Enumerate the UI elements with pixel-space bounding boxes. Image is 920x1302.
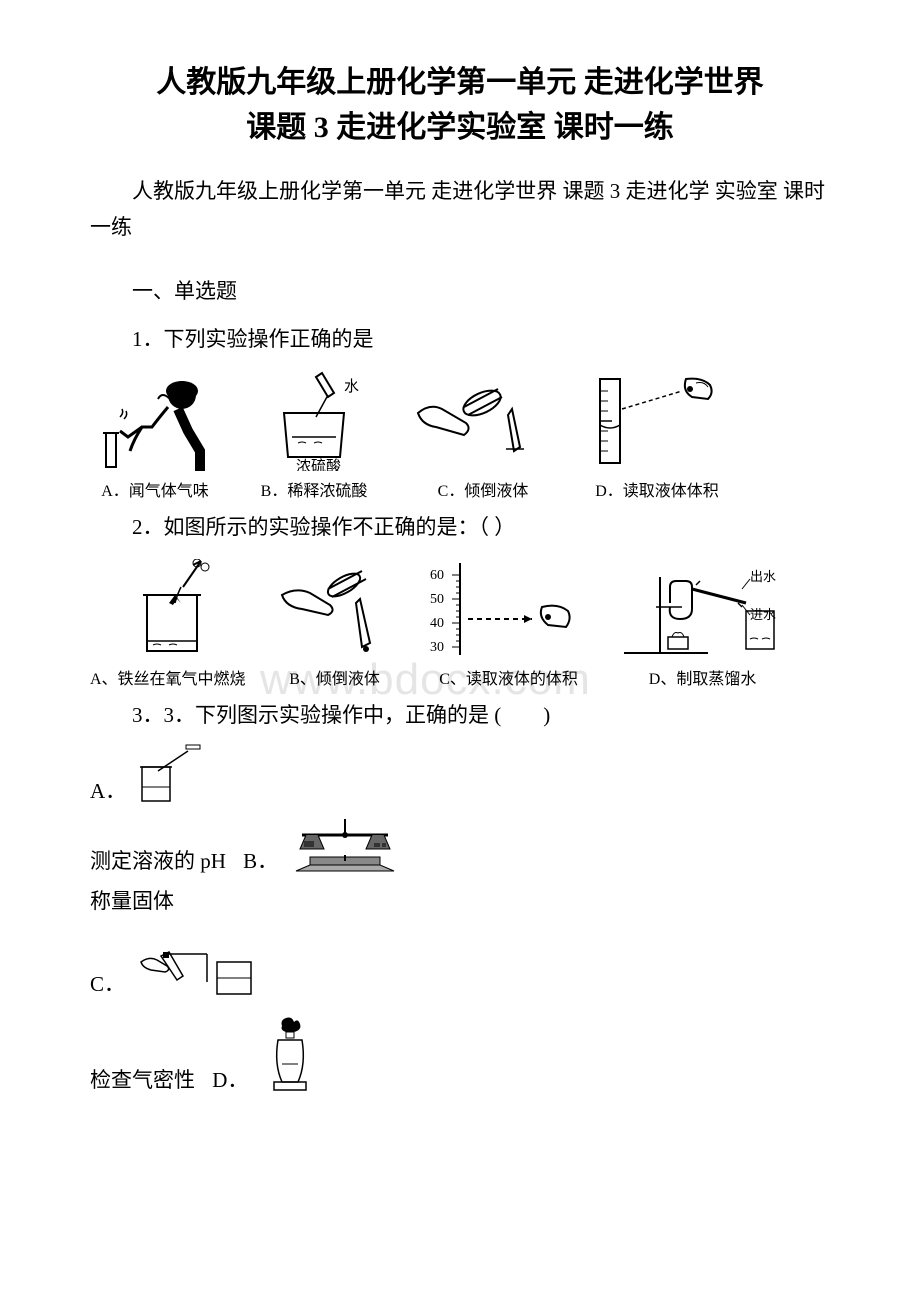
q1-optC: C．倾倒液体	[408, 371, 558, 501]
q1-optD: D．读取液体体积	[582, 371, 732, 501]
q3-optA-label: A．	[90, 775, 126, 805]
q2-optA: A、铁丝在氧气中燃烧	[90, 559, 246, 689]
q3-stem: 3．3．下列图示实验操作中，正确的是 ( )	[90, 697, 830, 735]
q3-optB-label: B．	[238, 845, 278, 875]
q3-optA-text: 测定溶液的 pH	[90, 845, 226, 875]
figure-smell-gas-icon	[90, 371, 220, 471]
figure-airtight-icon	[137, 938, 257, 998]
figure-iron-burn-icon	[113, 559, 223, 659]
figure-alcohol-lamp-icon	[260, 1016, 320, 1094]
q3-optB-row: 测定溶液的 pH B．	[90, 813, 830, 875]
q3-optD-label: D．	[207, 1064, 248, 1094]
tick-30: 30	[430, 640, 444, 655]
q2-optC: 60 50 40 30 C、读取液体的体积	[424, 559, 594, 689]
q2-optD: 出水 进水 D、制取蒸馏水	[618, 559, 788, 689]
figure-read-volume2-icon: 60 50 40 30	[424, 559, 594, 659]
q3-optB-text: 称量固体	[90, 883, 830, 921]
q1-optB-caption: B．稀释浓硫酸	[261, 477, 368, 501]
figure-balance-icon	[290, 813, 400, 875]
figure-pour-liquid2-icon	[270, 559, 400, 659]
q1-figures: A．闻气体气味 水 浓硫酸 B．稀释浓硫酸 C．倾	[90, 371, 830, 501]
q1-optB: 水 浓硫酸 B．稀释浓硫酸	[244, 371, 384, 501]
q2-optB-caption: B、倾倒液体	[289, 665, 380, 689]
q2-optD-caption: D、制取蒸馏水	[649, 665, 757, 689]
label-in-water: 进水	[750, 607, 776, 622]
q2-stem: 2．如图所示的实验操作不正确的是：（ ）	[90, 509, 830, 547]
subtitle: 人教版九年级上册化学第一单元 走进化学世界 课题 3 走进化学 实验室 课时一练	[90, 174, 830, 245]
figure-read-volume-icon	[582, 371, 732, 471]
tick-50: 50	[430, 592, 444, 607]
label-acid: 浓硫酸	[296, 458, 341, 471]
q1-optA-caption: A．闻气体气味	[101, 477, 209, 501]
q2-optB: B、倾倒液体	[270, 559, 400, 689]
q2-optA-caption: A、铁丝在氧气中燃烧	[90, 665, 246, 689]
q1-optA: A．闻气体气味	[90, 371, 220, 501]
figure-dilute-acid-icon: 水 浓硫酸	[244, 371, 384, 471]
tick-60: 60	[430, 568, 444, 583]
document-title: 人教版九年级上册化学第一单元 走进化学世界 课题 3 走进化学实验室 课时一练	[90, 60, 830, 150]
q2-figures: A、铁丝在氧气中燃烧 B、倾倒液体 60 50 40 30	[90, 559, 830, 689]
figure-ph-test-icon	[138, 743, 204, 805]
q2-optC-caption: C、读取液体的体积	[439, 665, 578, 689]
q3-optC-row: C．	[90, 938, 830, 998]
q1-stem: 1．下列实验操作正确的是	[90, 321, 830, 359]
title-line-2: 课题 3 走进化学实验室 课时一练	[246, 111, 674, 144]
figure-distill-water-icon: 出水 进水	[618, 559, 788, 659]
title-line-1: 人教版九年级上册化学第一单元 走进化学世界	[156, 66, 764, 99]
figure-pour-liquid-icon	[408, 371, 558, 471]
q3-optD-row: 检查气密性 D．	[90, 1016, 830, 1094]
label-water: 水	[344, 378, 359, 395]
q1-optD-caption: D．读取液体体积	[595, 477, 719, 501]
q1-optC-caption: C．倾倒液体	[438, 477, 529, 501]
q3-optC-label: C．	[90, 968, 125, 998]
section-header: 一、单选题	[90, 273, 830, 311]
tick-40: 40	[430, 616, 444, 631]
q3-optC-text: 检查气密性	[90, 1064, 195, 1094]
q3-optA-row: A．	[90, 743, 830, 805]
label-out-water: 出水	[750, 569, 776, 584]
